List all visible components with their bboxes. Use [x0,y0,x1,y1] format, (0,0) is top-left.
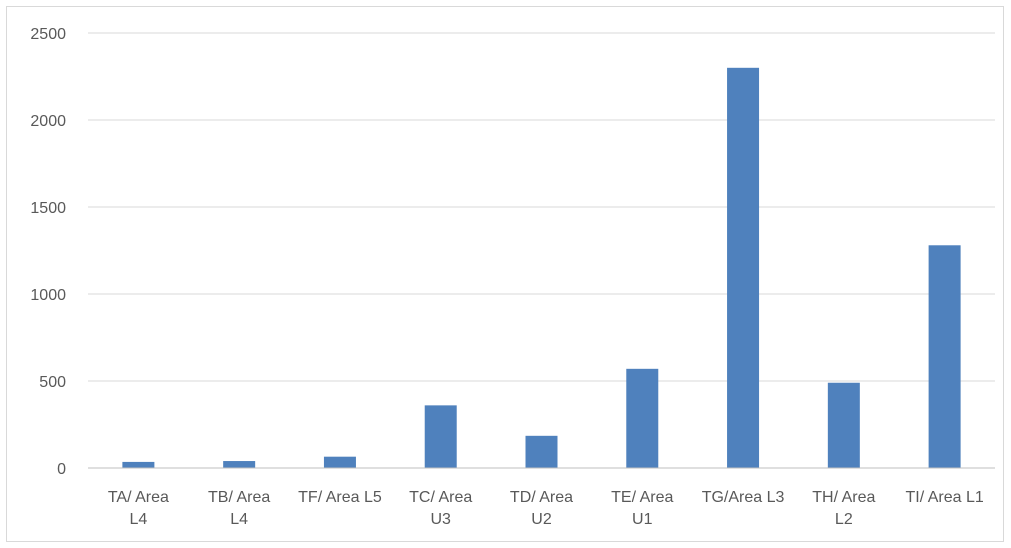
bar [122,461,155,468]
x-category-label-line: TH/ Area [812,489,875,506]
x-category-label: TF/ Area L5 [298,489,382,506]
x-category-label-line: TC/ Area [409,489,472,506]
x-category-label-line: TB/ Area [208,489,270,506]
x-category-label-line: TF/ Area L5 [298,489,382,506]
y-tick-label: 500 [39,374,66,391]
bar [827,382,860,468]
gridlines [88,32,995,382]
x-category-label-line: TD/ Area [510,489,573,506]
bar [626,368,659,468]
x-category-label: TC/ Area U3 [409,489,472,528]
x-category-label-line: TI/ Area L1 [905,489,983,506]
bar [525,435,558,468]
x-category-label: TB/ Area L4 [208,489,270,528]
y-tick-label: 2000 [30,113,66,130]
bar [928,245,961,468]
y-tick-label: 2500 [30,26,66,43]
x-axis-category-labels: TA/ Area L4 TB/ Area L4 TF/ Area L5 TC/ Area U… [108,489,984,528]
bars [122,67,961,469]
x-category-label-line: U1 [632,511,653,528]
x-category-label: TH/ Area L2 [812,489,875,528]
y-tick-label: 1500 [30,200,66,217]
x-category-label-line: U2 [531,511,552,528]
x-category-label: TA/ Area L4 [108,489,169,528]
x-category-label-line: TG/Area L3 [702,489,785,506]
y-tick-label: 1000 [30,287,66,304]
x-category-label-line: L4 [129,511,147,528]
y-tick-label: 0 [57,461,66,478]
x-category-label-line: L2 [835,511,853,528]
x-category-label: TG/Area L3 [702,489,785,506]
x-category-label-line: L4 [230,511,248,528]
bar [424,405,457,468]
x-category-label-line: U3 [430,511,451,528]
bar [223,461,256,468]
x-category-label-line: TA/ Area [108,489,169,506]
bar [727,67,760,469]
x-category-label: TD/ Area U2 [510,489,573,528]
x-category-label-line: TE/ Area [611,489,673,506]
x-category-label: TI/ Area L1 [905,489,983,506]
bar [323,456,356,468]
x-category-label: TE/ Area U1 [611,489,673,528]
y-axis-tick-labels: 0 500 1000 1500 2000 2500 [30,26,66,478]
